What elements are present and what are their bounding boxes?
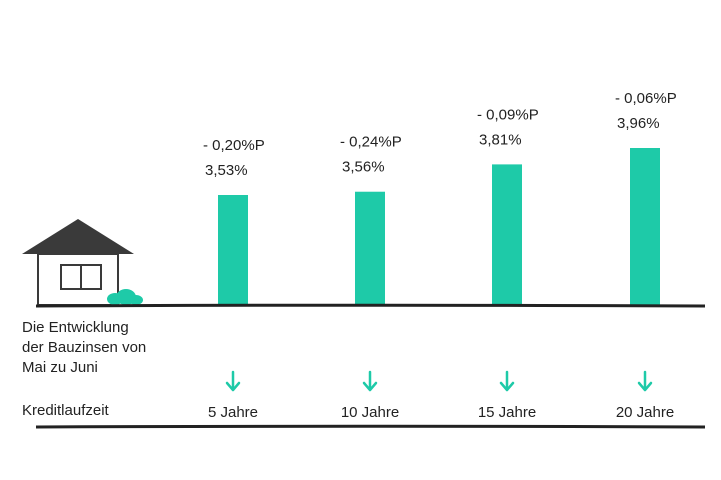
- chart-title-line-2: der Bauzinsen von: [22, 339, 147, 356]
- change-label-4: - 0,06%P: [615, 90, 677, 107]
- category-label-3: 15 Jahre: [478, 404, 536, 421]
- bar-2: [355, 191, 385, 306]
- down-arrow-head: [225, 381, 241, 392]
- down-arrow-icon: [499, 370, 515, 392]
- chart-title-line-3: Mai zu Juni: [22, 359, 98, 376]
- change-label-2: - 0,24%P: [340, 134, 402, 151]
- change-label-1: - 0,20%P: [203, 137, 265, 154]
- down-arrow-head: [362, 381, 378, 392]
- down-arrow-head: [499, 381, 515, 392]
- down-arrow-icon: [225, 370, 241, 392]
- table-bottom-line: [35, 424, 706, 429]
- bush-leaf-right: [129, 295, 143, 305]
- down-arrow-icon: [637, 370, 653, 392]
- house-roof: [22, 219, 134, 254]
- value-label-2: 3,56%: [342, 159, 385, 176]
- bars-layer: - 0,20%P 3,53% 5 Jahre - 0,24%P 3,56% 10 Jahr…: [203, 90, 677, 421]
- category-label-2: 10 Jahre: [341, 404, 399, 421]
- category-label-1: 5 Jahre: [208, 404, 258, 421]
- category-label-4: 20 Jahre: [616, 404, 674, 421]
- bar-1: [218, 195, 248, 306]
- bar-4: [630, 148, 660, 306]
- change-label-3: - 0,09%P: [477, 106, 539, 123]
- bar-3: [492, 164, 522, 306]
- house-icon: [22, 219, 134, 306]
- chart-baseline: [35, 303, 706, 308]
- down-arrow-icon: [362, 370, 378, 392]
- chart-title: Die Entwicklung der Bauzinsen von Mai zu…: [22, 318, 146, 378]
- down-arrow-head: [637, 381, 653, 392]
- chart-title-line-1: Die Entwicklung: [22, 319, 129, 336]
- value-label-3: 3,81%: [479, 131, 522, 148]
- category-axis-label: Kreditlaufzeit: [22, 402, 109, 419]
- value-label-4: 3,96%: [617, 115, 660, 132]
- value-label-1: 3,53%: [205, 162, 248, 179]
- bush-icon: [107, 289, 143, 305]
